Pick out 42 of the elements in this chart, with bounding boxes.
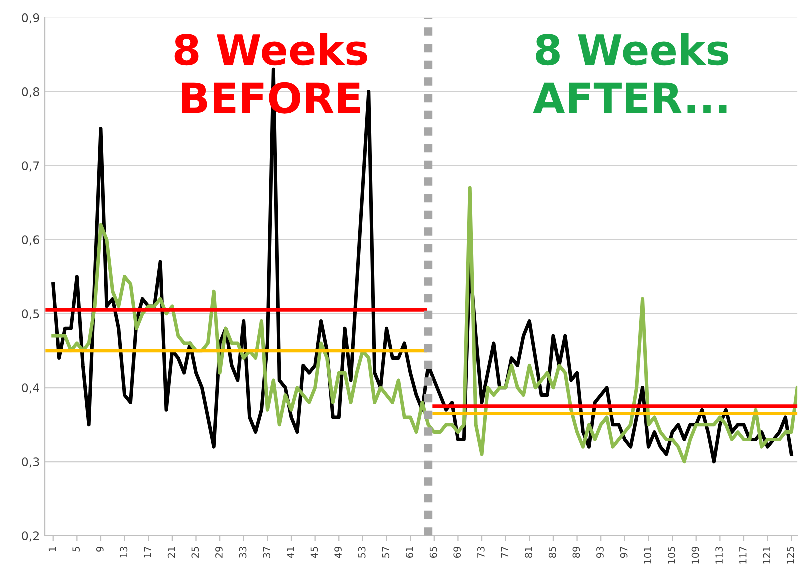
- x-tick-label: 41: [287, 547, 294, 558]
- x-tick-label: 5: [72, 547, 80, 552]
- x-tick-label: 65: [430, 547, 438, 558]
- x-tick-label: 121: [763, 547, 770, 564]
- x-tick-label: 109: [692, 547, 700, 564]
- x-tick-label: 89: [572, 547, 580, 558]
- line-series: [52, 186, 798, 464]
- y-tick-label: 0,2: [22, 532, 39, 542]
- x-tick-label: 69: [454, 547, 462, 558]
- x-tick-label: 17: [144, 547, 152, 558]
- x-tick-label: 117: [740, 547, 747, 564]
- x-tick-label: 101: [644, 547, 652, 564]
- y-tick-label: 0,3: [22, 458, 40, 468]
- y-tick-label: 0,7: [22, 162, 40, 172]
- x-tick-label: 105: [668, 547, 676, 564]
- x-tick-label: 9: [96, 547, 104, 552]
- x-tick-label: 25: [192, 547, 200, 558]
- x-tick-label: 113: [716, 547, 723, 564]
- y-tick-label: 0,8: [22, 88, 40, 98]
- x-tick-label: 37: [263, 547, 271, 558]
- x-tick-label: 125: [787, 547, 794, 564]
- x-tick-label: 33: [239, 547, 247, 558]
- y-tick-label: 0,5: [22, 310, 40, 320]
- x-tick-label: 21: [168, 547, 176, 558]
- y-tick-label: 0,6: [22, 236, 40, 246]
- y-tick-label: 0,4: [22, 384, 40, 394]
- x-tick-label: 45: [310, 547, 318, 558]
- x-tick-label: 97: [620, 547, 628, 558]
- x-tick-label: 13: [120, 547, 128, 558]
- x-tick-label: 93: [596, 547, 604, 558]
- x-tick-label: 53: [358, 547, 366, 558]
- x-tick-label: 61: [406, 547, 414, 558]
- x-tick-label: 49: [334, 547, 342, 558]
- x-tick-label: 73: [477, 547, 485, 558]
- annotation: 8 Weeks AFTER...: [533, 33, 729, 114]
- y-tick-label: 0,9: [22, 14, 40, 24]
- x-tick-label: 1: [48, 547, 56, 552]
- x-tick-label: 77: [501, 547, 509, 558]
- x-tick-label: 29: [216, 547, 223, 558]
- x-tick-label: 57: [382, 547, 390, 558]
- x-tick-label: 81: [525, 547, 532, 558]
- x-tick-label: 85: [548, 547, 556, 558]
